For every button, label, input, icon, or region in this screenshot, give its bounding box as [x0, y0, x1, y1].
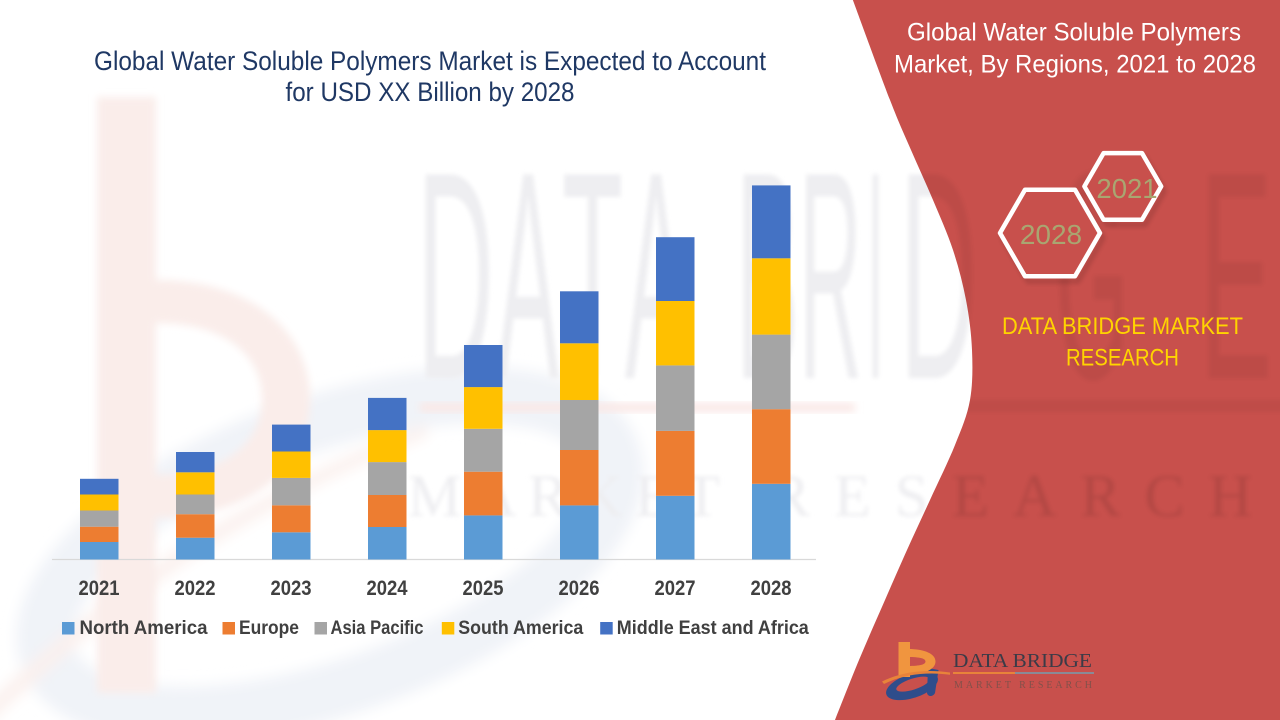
- svg-text:Asia Pacific: Asia Pacific: [331, 617, 424, 639]
- svg-text:2026: 2026: [559, 577, 600, 600]
- svg-text:2021: 2021: [79, 577, 120, 600]
- svg-text:North America: North America: [80, 617, 208, 639]
- svg-text:2028: 2028: [1020, 219, 1082, 250]
- svg-text:E: E: [1200, 110, 1272, 441]
- svg-text:I: I: [867, 110, 884, 441]
- svg-text:Europe: Europe: [239, 617, 299, 639]
- svg-text:Global Water Soluble Polymers: Global Water Soluble Polymers: [907, 19, 1241, 47]
- svg-text:R: R: [799, 110, 862, 441]
- svg-text:RESEARCH: RESEARCH: [1066, 345, 1179, 372]
- svg-text:2025: 2025: [463, 577, 504, 600]
- svg-text:DATA BRIDGE MARKET: DATA BRIDGE MARKET: [1002, 313, 1243, 340]
- svg-text:Middle East and Africa: Middle East and Africa: [617, 617, 809, 639]
- svg-text:DATA BRIDGE: DATA BRIDGE: [953, 650, 1092, 672]
- svg-text:2027: 2027: [655, 577, 696, 600]
- svg-text:South America: South America: [458, 617, 583, 639]
- svg-text:2023: 2023: [271, 577, 312, 600]
- svg-text:Market, By Regions, 2021 to 20: Market, By Regions, 2021 to 2028: [894, 51, 1256, 79]
- svg-text:2021: 2021: [1096, 173, 1157, 204]
- svg-text:2024: 2024: [367, 577, 408, 600]
- svg-text:2022: 2022: [175, 577, 216, 600]
- svg-text:A: A: [497, 110, 559, 441]
- svg-text:for USD XX Billion by 2028: for USD XX Billion by 2028: [286, 77, 575, 107]
- svg-text:Global Water Soluble Polymers: Global Water Soluble Polymers Market is …: [94, 46, 766, 76]
- svg-text:MARKET RESEARCH: MARKET RESEARCH: [954, 680, 1092, 691]
- svg-text:2028: 2028: [751, 577, 792, 600]
